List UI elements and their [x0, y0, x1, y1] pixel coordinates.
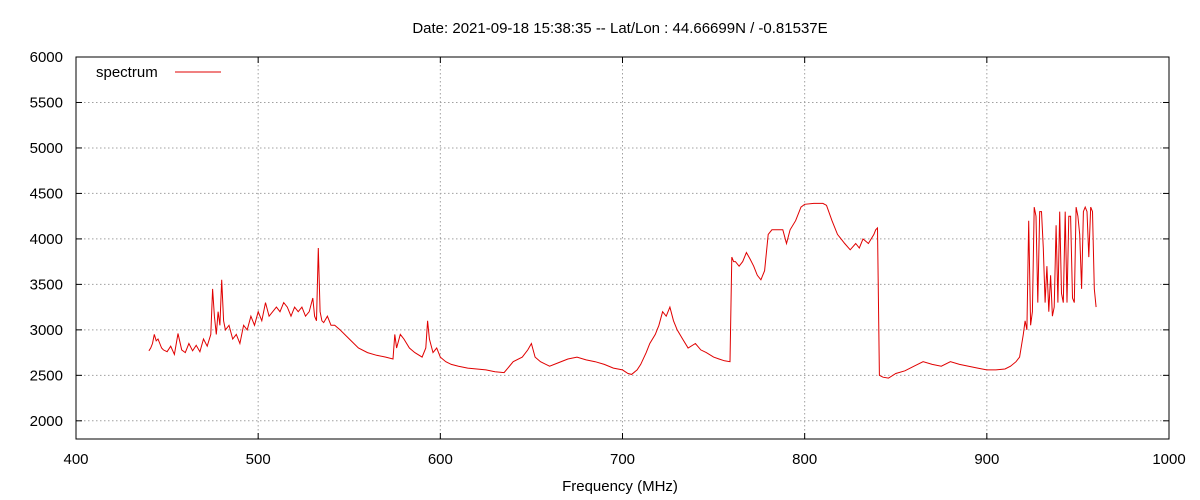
grid-lines	[76, 57, 1169, 439]
x-tick-label: 700	[610, 451, 635, 468]
legend-label-spectrum: spectrum	[96, 64, 158, 81]
series-line-spectrum	[148, 202, 1097, 379]
x-tick-label: 900	[974, 451, 999, 468]
y-tick-label: 3000	[30, 322, 63, 339]
x-tick-label: 600	[428, 451, 453, 468]
y-tick-label: 4000	[30, 231, 63, 248]
y-tick-label: 2000	[30, 413, 63, 430]
y-tick-label: 4500	[30, 185, 63, 202]
legend: spectrum	[96, 64, 221, 81]
y-tick-label: 5000	[30, 140, 63, 157]
x-tick-label: 800	[792, 451, 817, 468]
y-tick-label: 2500	[30, 367, 63, 384]
chart-title: Date: 2021-09-18 15:38:35 -- Lat/Lon : 4…	[412, 20, 827, 37]
axis-ticks: 400 500 600 700 800 900 1000 2000 2500 3000 3500 40…	[30, 49, 1186, 468]
x-tick-label: 1000	[1152, 451, 1185, 468]
x-tick-label: 400	[63, 451, 88, 468]
series-layer	[148, 202, 1097, 379]
x-tick-label: 500	[246, 451, 271, 468]
y-tick-label: 5500	[30, 94, 63, 111]
y-tick-label: 3500	[30, 276, 63, 293]
y-tick-label: 6000	[30, 49, 63, 66]
x-axis-label: Frequency (MHz)	[562, 478, 678, 495]
